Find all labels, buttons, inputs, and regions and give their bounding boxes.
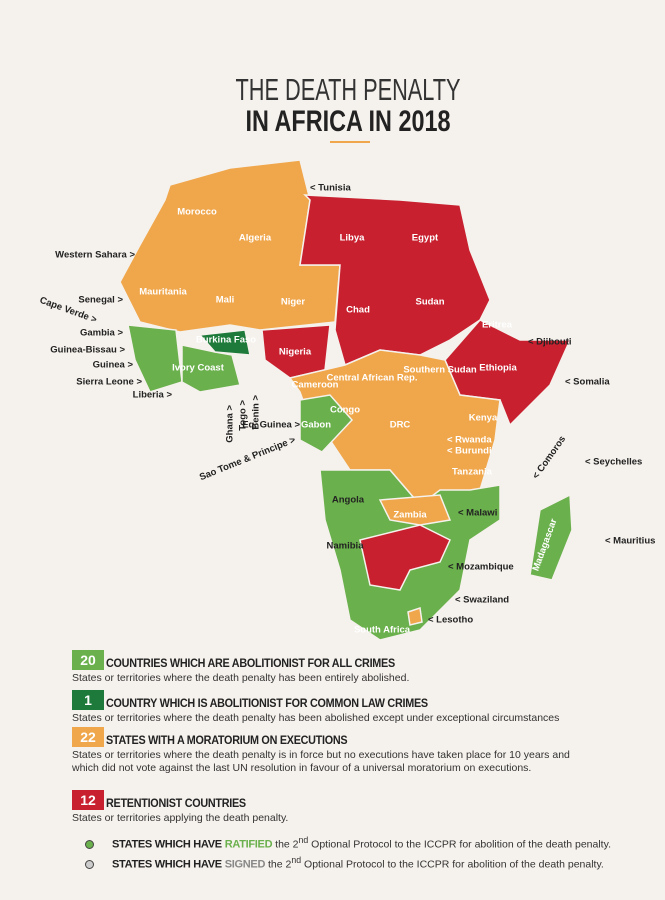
legend-description: States or territories where the death pe…: [72, 749, 570, 774]
country-label: < Seychelles: [585, 457, 642, 468]
protocol-note: STATES WHICH HAVE RATIFIED the 2nd Optio…: [85, 835, 611, 851]
title-line2: IN AFRICA IN 2018: [246, 105, 451, 138]
madagascar: [529, 493, 573, 581]
protocol-sup: nd: [291, 855, 302, 865]
country-label: Morocco: [177, 207, 217, 218]
legend-description: States or territories where the death pe…: [72, 672, 410, 684]
country-label: Benin >: [251, 395, 262, 430]
country-label: Libya: [340, 233, 366, 244]
country-label: < Comoros: [531, 434, 569, 481]
country-label: Southern Sudan: [403, 365, 477, 376]
legend-count: 20: [72, 650, 104, 670]
moratorium-north: [119, 159, 341, 333]
country-label: Gambia >: [80, 328, 123, 339]
country-label: < Mozambique: [448, 562, 514, 573]
legend-item: 20 COUNTRIES WHICH ARE ABOLITIONIST FOR A…: [72, 650, 632, 685]
retentionist-south: [359, 524, 451, 591]
country-label: Togo >: [238, 400, 249, 431]
protocol-prefix: STATES WHICH HAVE: [112, 858, 222, 871]
country-label: Burkina Faso: [196, 335, 256, 346]
country-label: Egypt: [412, 233, 439, 244]
protocol-prefix: STATES WHICH HAVE: [112, 838, 222, 851]
protocol-text: the 2: [275, 838, 299, 851]
legend-description: States or territories where the death pe…: [72, 712, 560, 724]
protocol-sup: nd: [298, 835, 309, 845]
country-label: South Africa: [354, 625, 411, 636]
country-label: < Burundi: [447, 446, 492, 457]
legend-heading: COUNTRIES WHICH ARE ABOLITIONIST FOR ALL…: [106, 656, 395, 670]
country-label: Sao Tome & Principe >: [198, 434, 298, 483]
country-label: Kenya: [469, 413, 498, 424]
country-label: Eq. Guinea >: [242, 420, 300, 431]
burkina-faso: [198, 329, 251, 356]
country-label: Mali: [216, 295, 234, 306]
country-label: Zambia: [393, 510, 427, 521]
protocol-note: STATES WHICH HAVE SIGNED the 2nd Optiona…: [85, 855, 604, 871]
country-label: Ghana >: [225, 405, 236, 443]
map: THE DEATH PENALTY IN AFRICA IN 2018 < Tu…: [38, 72, 655, 641]
marker-dot: [85, 840, 94, 850]
legend-heading: STATES WITH A MORATORIUM ON EXECUTIONS: [106, 733, 348, 747]
country-label: Liberia >: [133, 390, 173, 401]
legend-description: States or territories applying the death…: [72, 812, 289, 824]
legend-heading: COUNTRY WHICH IS ABOLITIONIST FOR COMMON…: [106, 696, 428, 710]
country-label: < Malawi: [458, 508, 497, 519]
protocol-rest: Optional Protocol to the ICCPR for aboli…: [311, 838, 611, 851]
country-label: Niger: [281, 297, 306, 308]
lesotho: [407, 607, 423, 626]
country-label: Central African Rep.: [327, 373, 418, 384]
legend-count: 12: [72, 790, 104, 810]
country-label: < Djibouti: [528, 337, 572, 348]
legend-item: 1 COUNTRY WHICH IS ABOLITIONIST FOR COMMO…: [72, 690, 632, 725]
country-label: Ethiopia: [479, 363, 517, 374]
legend-item: 12 RETENTIONIST COUNTRIES States or territ…: [72, 790, 632, 825]
abolitionist-west: [127, 324, 183, 393]
country-label: Eritrea: [482, 320, 513, 331]
legend-count: 1: [72, 690, 104, 710]
protocol-rest: Optional Protocol to the ICCPR for aboli…: [304, 858, 604, 871]
country-label: < Lesotho: [428, 615, 473, 626]
country-label: < Swaziland: [455, 595, 509, 606]
country-label: Mauritania: [139, 287, 187, 298]
country-label: Algeria: [239, 233, 272, 244]
country-label: Angola: [332, 495, 365, 506]
legend-count: 22: [72, 727, 104, 747]
protocol-text: the 2: [268, 858, 292, 871]
legend-heading: RETENTIONIST COUNTRIES: [106, 796, 246, 810]
protocol-status: RATIFIED: [224, 838, 273, 851]
country-label: Senegal >: [78, 295, 123, 306]
countries: [119, 159, 573, 641]
country-label: Sierra Leone >: [76, 377, 142, 388]
country-label: Sudan: [415, 297, 444, 308]
country-label: < Tunisia: [310, 183, 351, 194]
country-label: < Mauritius: [605, 536, 655, 547]
legend-item: 22 STATES WITH A MORATORIUM ON EXECUTIONS…: [72, 727, 632, 775]
country-label: Chad: [346, 305, 370, 316]
country-label: < Rwanda: [447, 435, 492, 446]
marker-dot: [85, 860, 94, 870]
country-label: Namibia: [327, 541, 365, 552]
country-label: < Somalia: [565, 377, 610, 388]
country-label: Guinea >: [93, 360, 134, 371]
country-label: Cameroon: [292, 380, 339, 391]
country-label: Nigeria: [279, 347, 312, 358]
protocol-status: SIGNED: [224, 858, 266, 871]
zambia: [378, 494, 452, 526]
country-label: Tanzania: [452, 467, 493, 478]
country-label: Congo: [330, 405, 360, 416]
country-label: Guinea-Bissau >: [50, 345, 125, 356]
country-label: Western Sahara >: [55, 250, 135, 261]
country-label: Ivory Coast: [172, 363, 225, 374]
gabon-congo: [299, 394, 354, 453]
country-label: Gabon: [301, 420, 331, 431]
title-line1: THE DEATH PENALTY: [236, 72, 461, 107]
country-label: DRC: [390, 420, 411, 431]
